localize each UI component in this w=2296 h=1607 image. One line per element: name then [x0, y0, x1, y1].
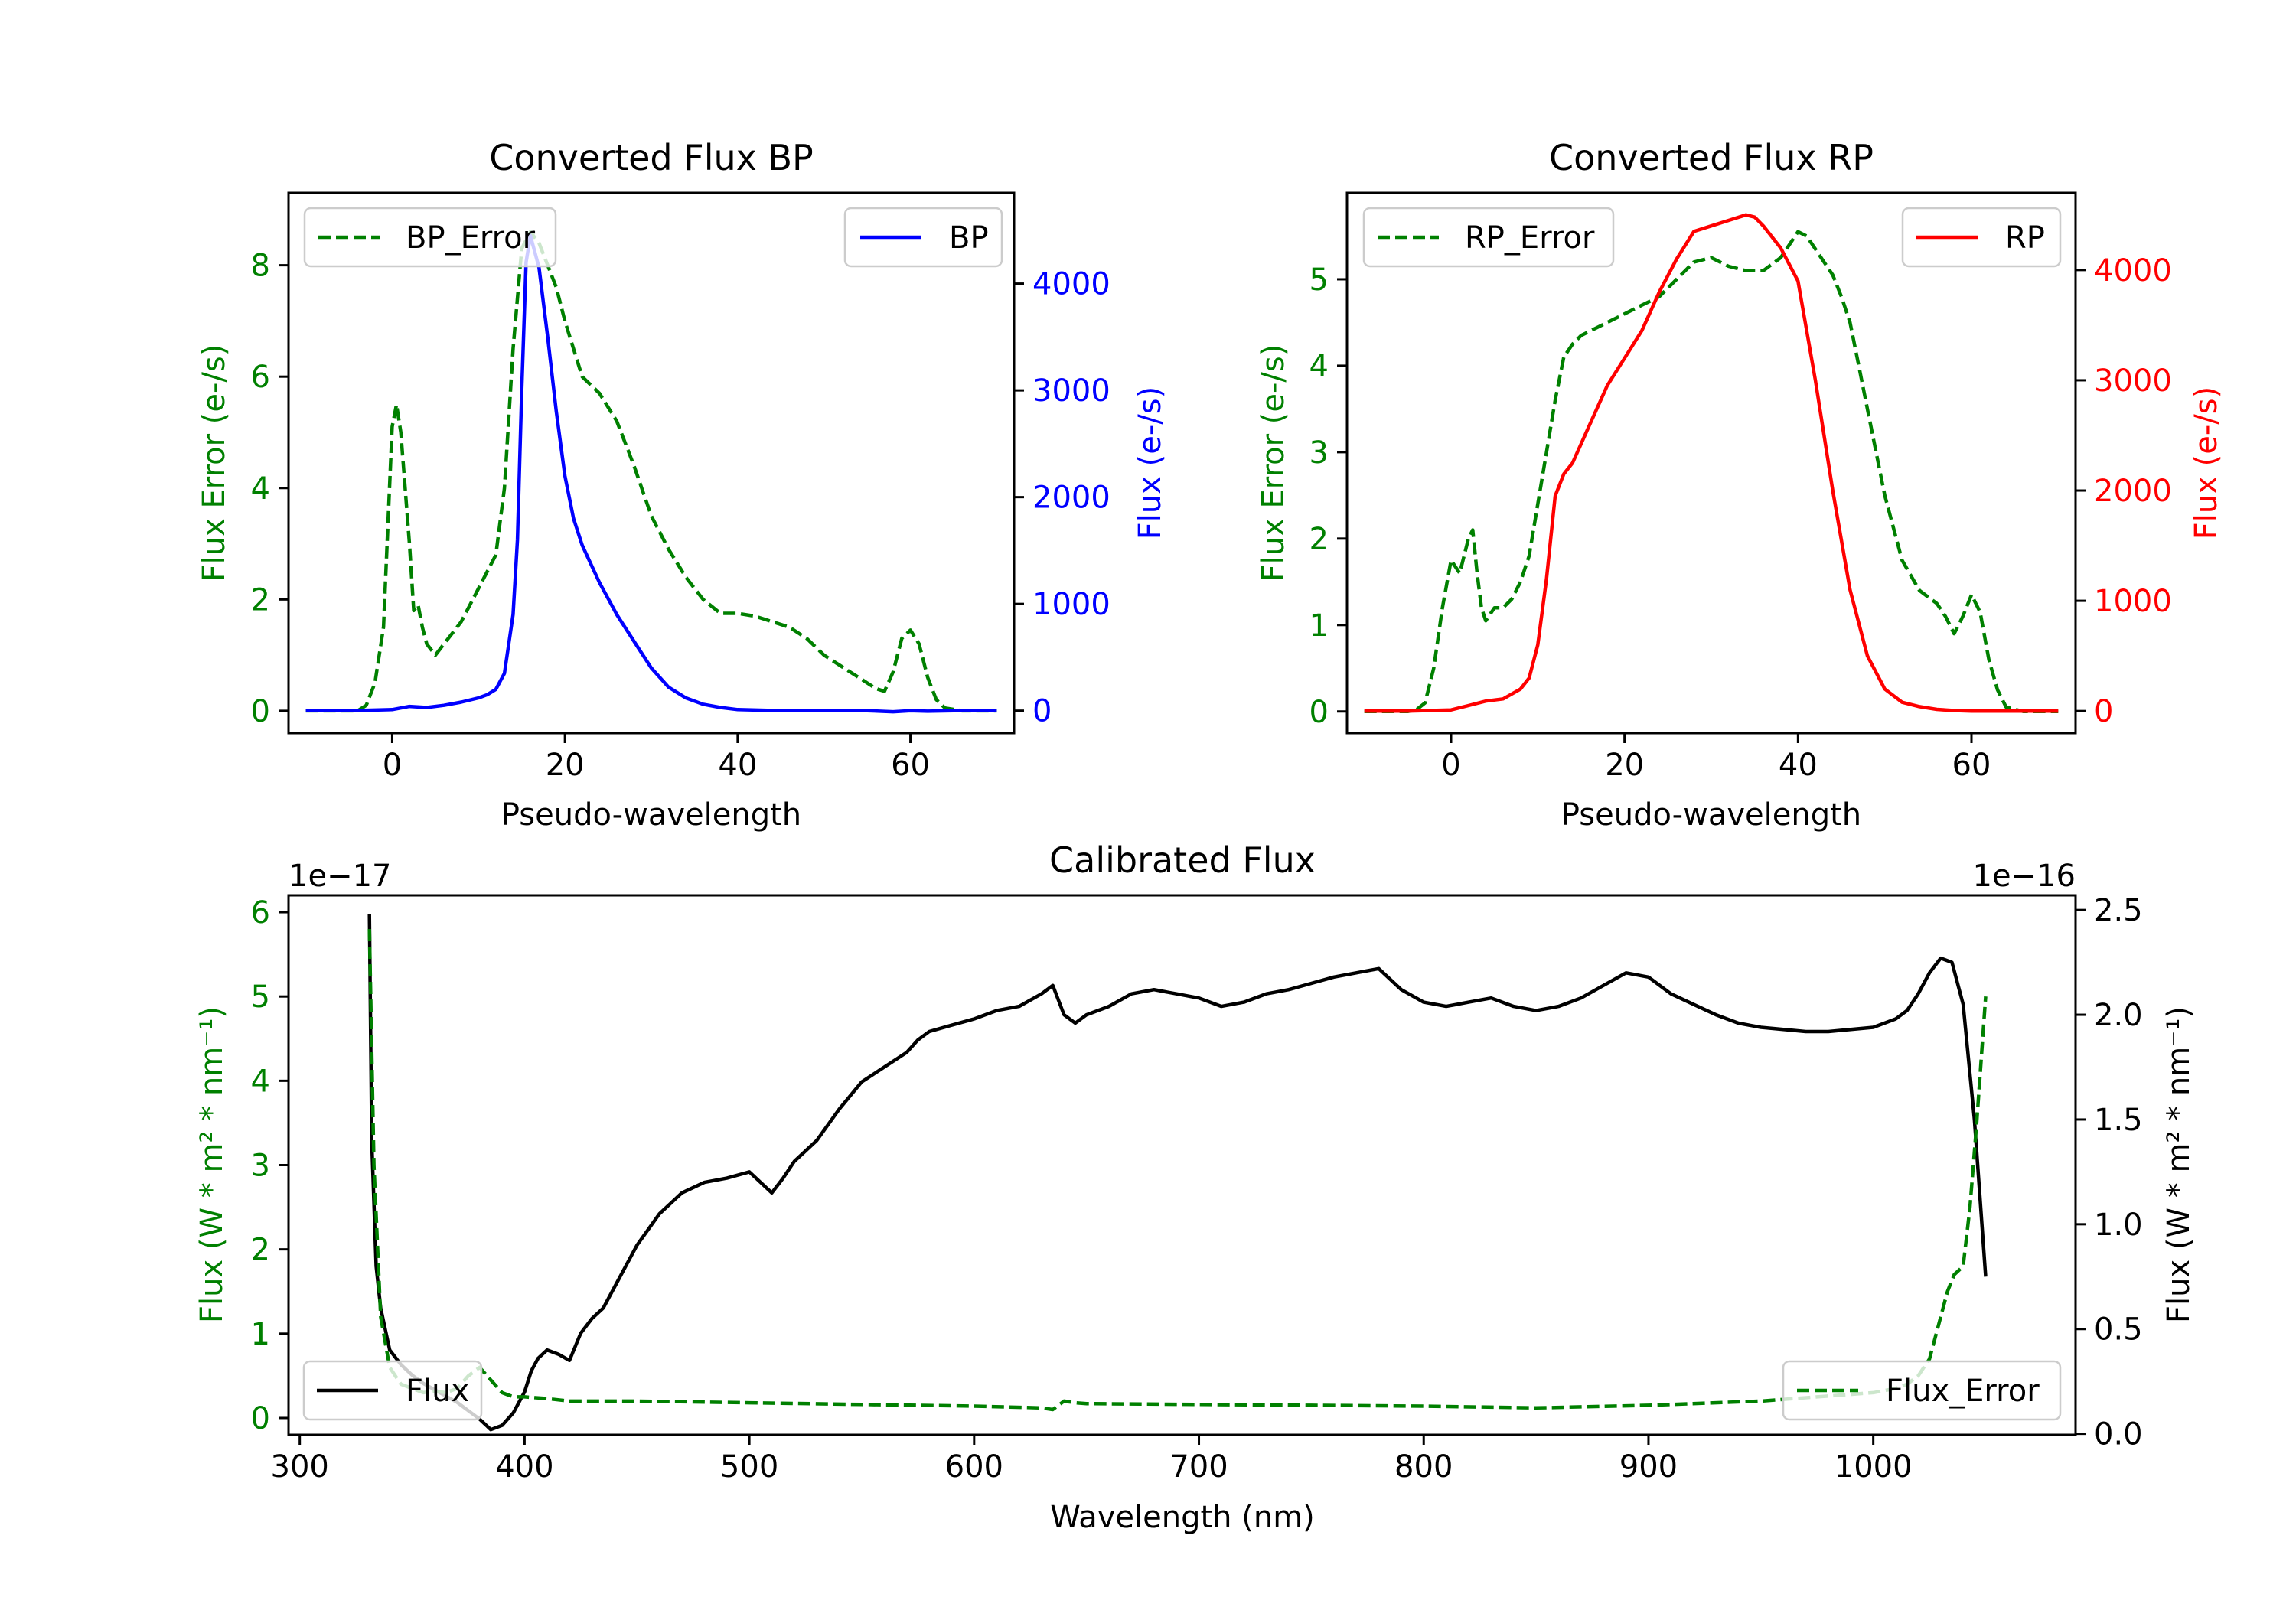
bp-ytick-left-label: 4 [251, 471, 270, 507]
cal-legend-flux-label: Flux [406, 1374, 469, 1409]
rp-series-rp-error [1364, 230, 2059, 714]
bp-xtick-label: 0 [383, 748, 402, 783]
rp-legend-flux: RP [1901, 207, 2062, 268]
cal-legend-error-label: Flux_Error [1886, 1374, 2040, 1409]
bp-ytick-left-label: 2 [251, 582, 270, 618]
cal-ylabel-left: Flux (W * m² * nm⁻¹) [194, 1006, 230, 1323]
rp-ytick-left-label: 2 [1309, 522, 1329, 557]
panel-rp: Converted Flux RP 0 20 40 60 0 1 2 3 4 5 0 1000 2000… [1256, 137, 2224, 833]
cal-ytick-right-label: 2.0 [2094, 998, 2143, 1033]
cal-legend-flux: Flux [302, 1360, 483, 1421]
cal-offset-right: 1e−16 [1973, 859, 2076, 894]
bp-xlabel: Pseudo-wavelength [501, 797, 801, 833]
bp-legend-flux: BP [843, 207, 1003, 268]
bp-ytick-right-label: 1000 [1032, 587, 1110, 622]
bp-series-bp [305, 233, 997, 714]
rp-xlabel: Pseudo-wavelength [1561, 797, 1861, 833]
cal-xlabel: Wavelength (nm) [1050, 1500, 1315, 1535]
bp-ytick-left-label: 0 [251, 694, 270, 729]
bp-ytick-left-label: 8 [251, 249, 270, 284]
bp-plot-lines [305, 230, 997, 714]
rp-ytick-right-label: 0 [2094, 694, 2113, 729]
rp-ytick-left-label: 5 [1309, 262, 1329, 298]
cal-ytick-left-label: 3 [251, 1149, 270, 1184]
bp-legend-error-label: BP_Error [406, 220, 536, 256]
cal-ticks: 300 400 500 600 700 800 900 1000 0 1 2 3 4 5 6 0.0 0.5 1.… [251, 893, 2143, 1485]
panel-bp: Converted Flux BP 0 20 40 60 0 2 4 6 8 0 1000 2000 3… [197, 137, 1168, 833]
bp-legend-error: BP_Error [303, 207, 557, 268]
rp-xtick-label: 40 [1779, 748, 1818, 783]
cal-xtick-label: 800 [1394, 1449, 1453, 1485]
bp-ylabel-left: Flux Error (e-/s) [197, 344, 232, 582]
cal-ytick-right-label: 2.5 [2094, 893, 2143, 928]
cal-ytick-left-label: 1 [251, 1317, 270, 1352]
cal-ytick-right-label: 0.5 [2094, 1312, 2143, 1348]
rp-xtick-label: 0 [1441, 748, 1460, 783]
cal-ylabel-right: Flux (W * m² * nm⁻¹) [2161, 1006, 2197, 1323]
cal-ytick-left-label: 4 [251, 1064, 270, 1099]
bp-xtick-label: 20 [546, 748, 585, 783]
bp-ticks: 0 20 40 60 0 2 4 6 8 0 1000 2000 3000 4000 [251, 249, 1110, 783]
bp-series-bp-error [305, 230, 997, 713]
rp-ylabel-left: Flux Error (e-/s) [1256, 344, 1291, 582]
rp-ytick-left-label: 3 [1309, 435, 1329, 471]
cal-legend-error: Flux_Error [1782, 1360, 2062, 1421]
bp-xtick-label: 60 [891, 748, 930, 783]
rp-ytick-right-label: 1000 [2094, 584, 2172, 619]
rp-ytick-left-label: 1 [1309, 608, 1329, 644]
bp-title: Converted Flux BP [489, 137, 814, 178]
bp-ylabel-right: Flux (e-/s) [1133, 386, 1168, 539]
cal-ytick-right-label: 0.0 [2094, 1417, 2143, 1452]
rp-plot-lines [1364, 213, 2059, 714]
rp-ytick-right-label: 4000 [2094, 253, 2172, 288]
bp-ytick-right-label: 3000 [1032, 373, 1110, 409]
panel-calibrated: Calibrated Flux 1e−17 1e−16 300 400 500 600… [194, 839, 2197, 1535]
rp-xtick-label: 20 [1605, 748, 1644, 783]
rp-ytick-right-label: 2000 [2094, 474, 2172, 509]
rp-legend-error: RP_Error [1362, 207, 1615, 268]
rp-ytick-left-label: 4 [1309, 349, 1329, 384]
cal-xtick-label: 900 [1619, 1449, 1678, 1485]
cal-xtick-label: 600 [945, 1449, 1003, 1485]
cal-ytick-left-label: 2 [251, 1233, 270, 1268]
rp-ticks: 0 20 40 60 0 1 2 3 4 5 0 1000 2000 3000 4000 [1309, 253, 2172, 783]
rp-ylabel-right: Flux (e-/s) [2189, 386, 2224, 539]
bp-ytick-right-label: 2000 [1032, 481, 1110, 516]
bp-ytick-right-label: 4000 [1032, 267, 1110, 302]
rp-series-rp [1364, 213, 2059, 713]
rp-ytick-left-label: 0 [1309, 695, 1329, 730]
bp-legend-flux-label: BP [949, 220, 989, 256]
rp-title: Converted Flux RP [1549, 137, 1874, 178]
bp-axes-frame [287, 191, 1016, 735]
cal-ytick-left-label: 0 [251, 1401, 270, 1436]
bp-ytick-left-label: 6 [251, 360, 270, 395]
cal-xtick-label: 300 [271, 1449, 329, 1485]
cal-series-flux [367, 914, 1988, 1432]
cal-xtick-label: 700 [1169, 1449, 1228, 1485]
cal-xtick-label: 1000 [1835, 1449, 1913, 1485]
rp-legend-error-label: RP_Error [1465, 220, 1595, 256]
bp-ytick-right-label: 0 [1032, 694, 1052, 729]
cal-xtick-label: 400 [495, 1449, 553, 1485]
cal-ytick-left-label: 5 [251, 980, 270, 1015]
rp-ytick-right-label: 3000 [2094, 363, 2172, 399]
bp-xtick-label: 40 [718, 748, 757, 783]
rp-axes-frame [1345, 191, 2077, 735]
cal-ytick-right-label: 1.0 [2094, 1208, 2143, 1243]
rp-xtick-label: 60 [1952, 748, 1991, 783]
cal-title: Calibrated Flux [1049, 839, 1316, 881]
cal-xtick-label: 500 [720, 1449, 778, 1485]
cal-ytick-left-label: 6 [251, 895, 270, 931]
cal-ytick-right-label: 1.5 [2094, 1103, 2143, 1138]
cal-offset-left: 1e−17 [289, 859, 391, 894]
rp-legend-flux-label: RP [2005, 220, 2045, 256]
